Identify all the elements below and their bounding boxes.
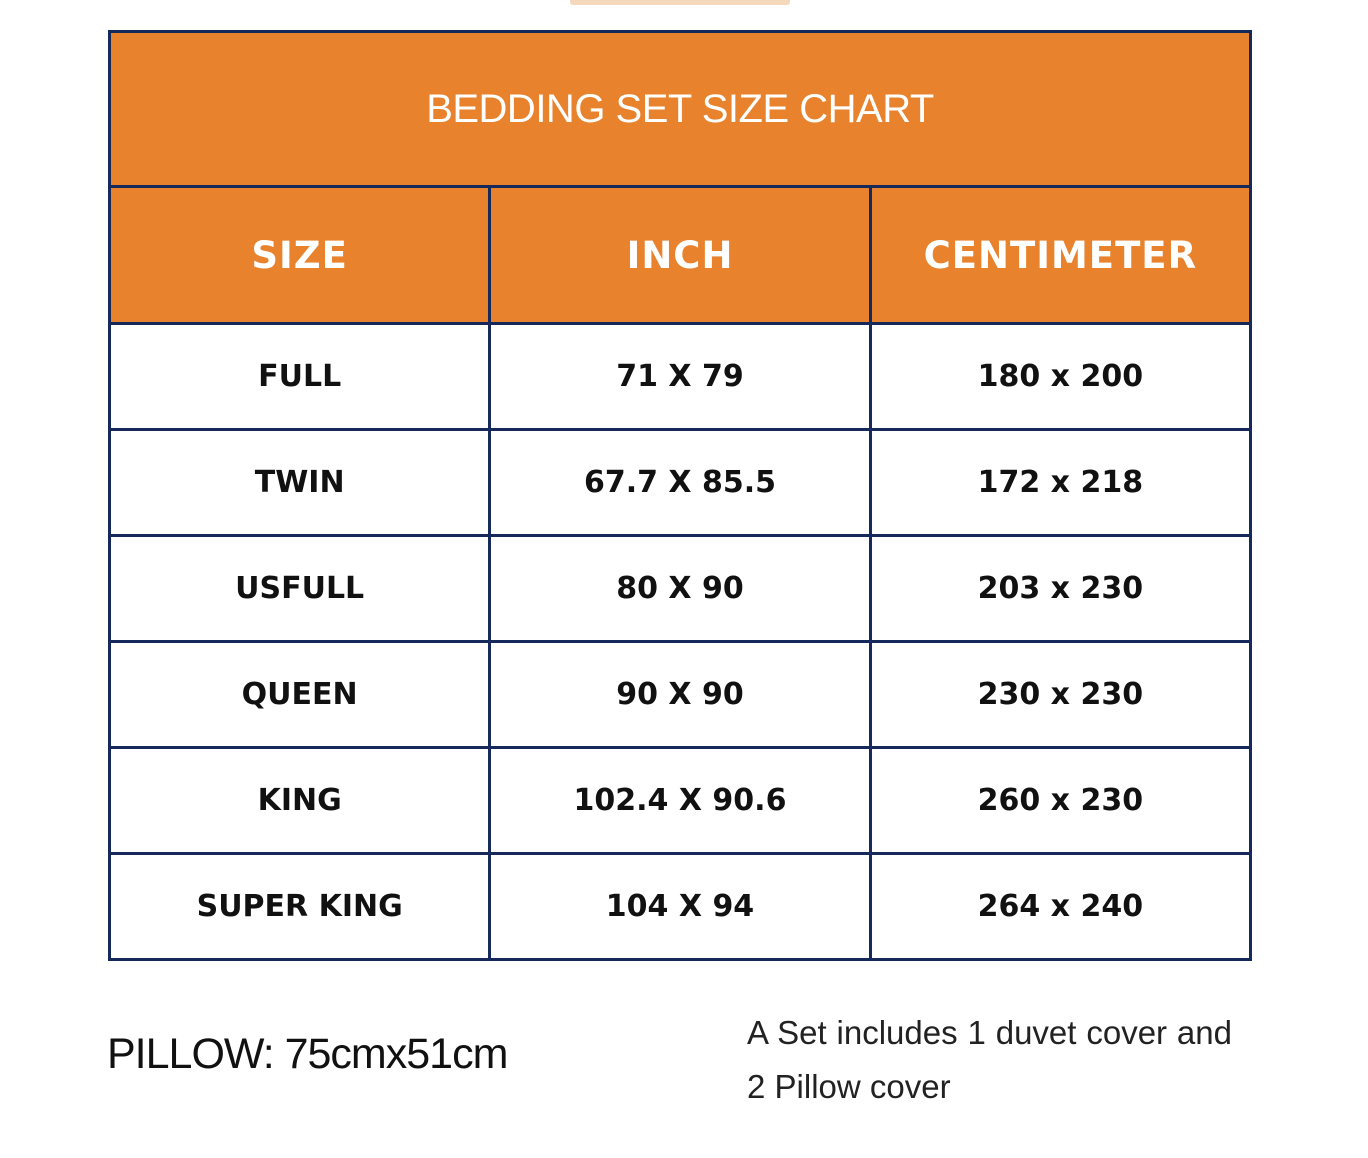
cell-size: TWIN xyxy=(107,428,492,537)
table-row: QUEEN 90 X 90 230 x 230 xyxy=(107,640,1253,749)
cell-centimeter: 203 x 230 xyxy=(868,534,1253,643)
cell-centimeter: 172 x 218 xyxy=(868,428,1253,537)
cell-centimeter: 264 x 240 xyxy=(868,852,1253,961)
cell-centimeter: 230 x 230 xyxy=(868,640,1253,749)
table-row: KING 102.4 X 90.6 260 x 230 xyxy=(107,746,1253,855)
table-row: FULL 71 X 79 180 x 200 xyxy=(107,322,1253,431)
cell-centimeter: 180 x 200 xyxy=(868,322,1253,431)
table-row: TWIN 67.7 X 85.5 172 x 218 xyxy=(107,428,1253,537)
cell-inch: 90 X 90 xyxy=(488,640,872,749)
cell-inch: 80 X 90 xyxy=(488,534,872,643)
table-row: SUPER KING 104 X 94 264 x 240 xyxy=(107,852,1253,961)
cropped-brand-text xyxy=(570,0,790,5)
size-chart-table: BEDDING SET SIZE CHART SIZE INCH CENTIME… xyxy=(107,30,1253,961)
header-row: SIZE INCH CENTIMETER xyxy=(107,185,1253,325)
cell-size: FULL xyxy=(107,322,492,431)
chart-title: BEDDING SET SIZE CHART xyxy=(108,30,1252,188)
set-contents-note: A Set includes 1 duvet cover and 2 Pillo… xyxy=(747,1014,1232,1105)
pillow-size: PILLOW: 75cmx51cm xyxy=(107,1030,508,1078)
cell-size: USFULL xyxy=(107,534,492,643)
table-row: USFULL 80 X 90 203 x 230 xyxy=(107,534,1253,643)
header-size: SIZE xyxy=(107,185,492,325)
header-centimeter: CENTIMETER xyxy=(868,185,1253,325)
cell-inch: 104 X 94 xyxy=(488,852,872,961)
cell-inch: 71 X 79 xyxy=(488,322,872,431)
cell-inch: 102.4 X 90.6 xyxy=(488,746,872,855)
cell-centimeter: 260 x 230 xyxy=(868,746,1253,855)
cell-size: SUPER KING xyxy=(107,852,492,961)
cell-size: QUEEN xyxy=(107,640,492,749)
header-inch: INCH xyxy=(488,185,872,325)
cell-size: KING xyxy=(107,746,492,855)
cell-inch: 67.7 X 85.5 xyxy=(488,428,872,537)
